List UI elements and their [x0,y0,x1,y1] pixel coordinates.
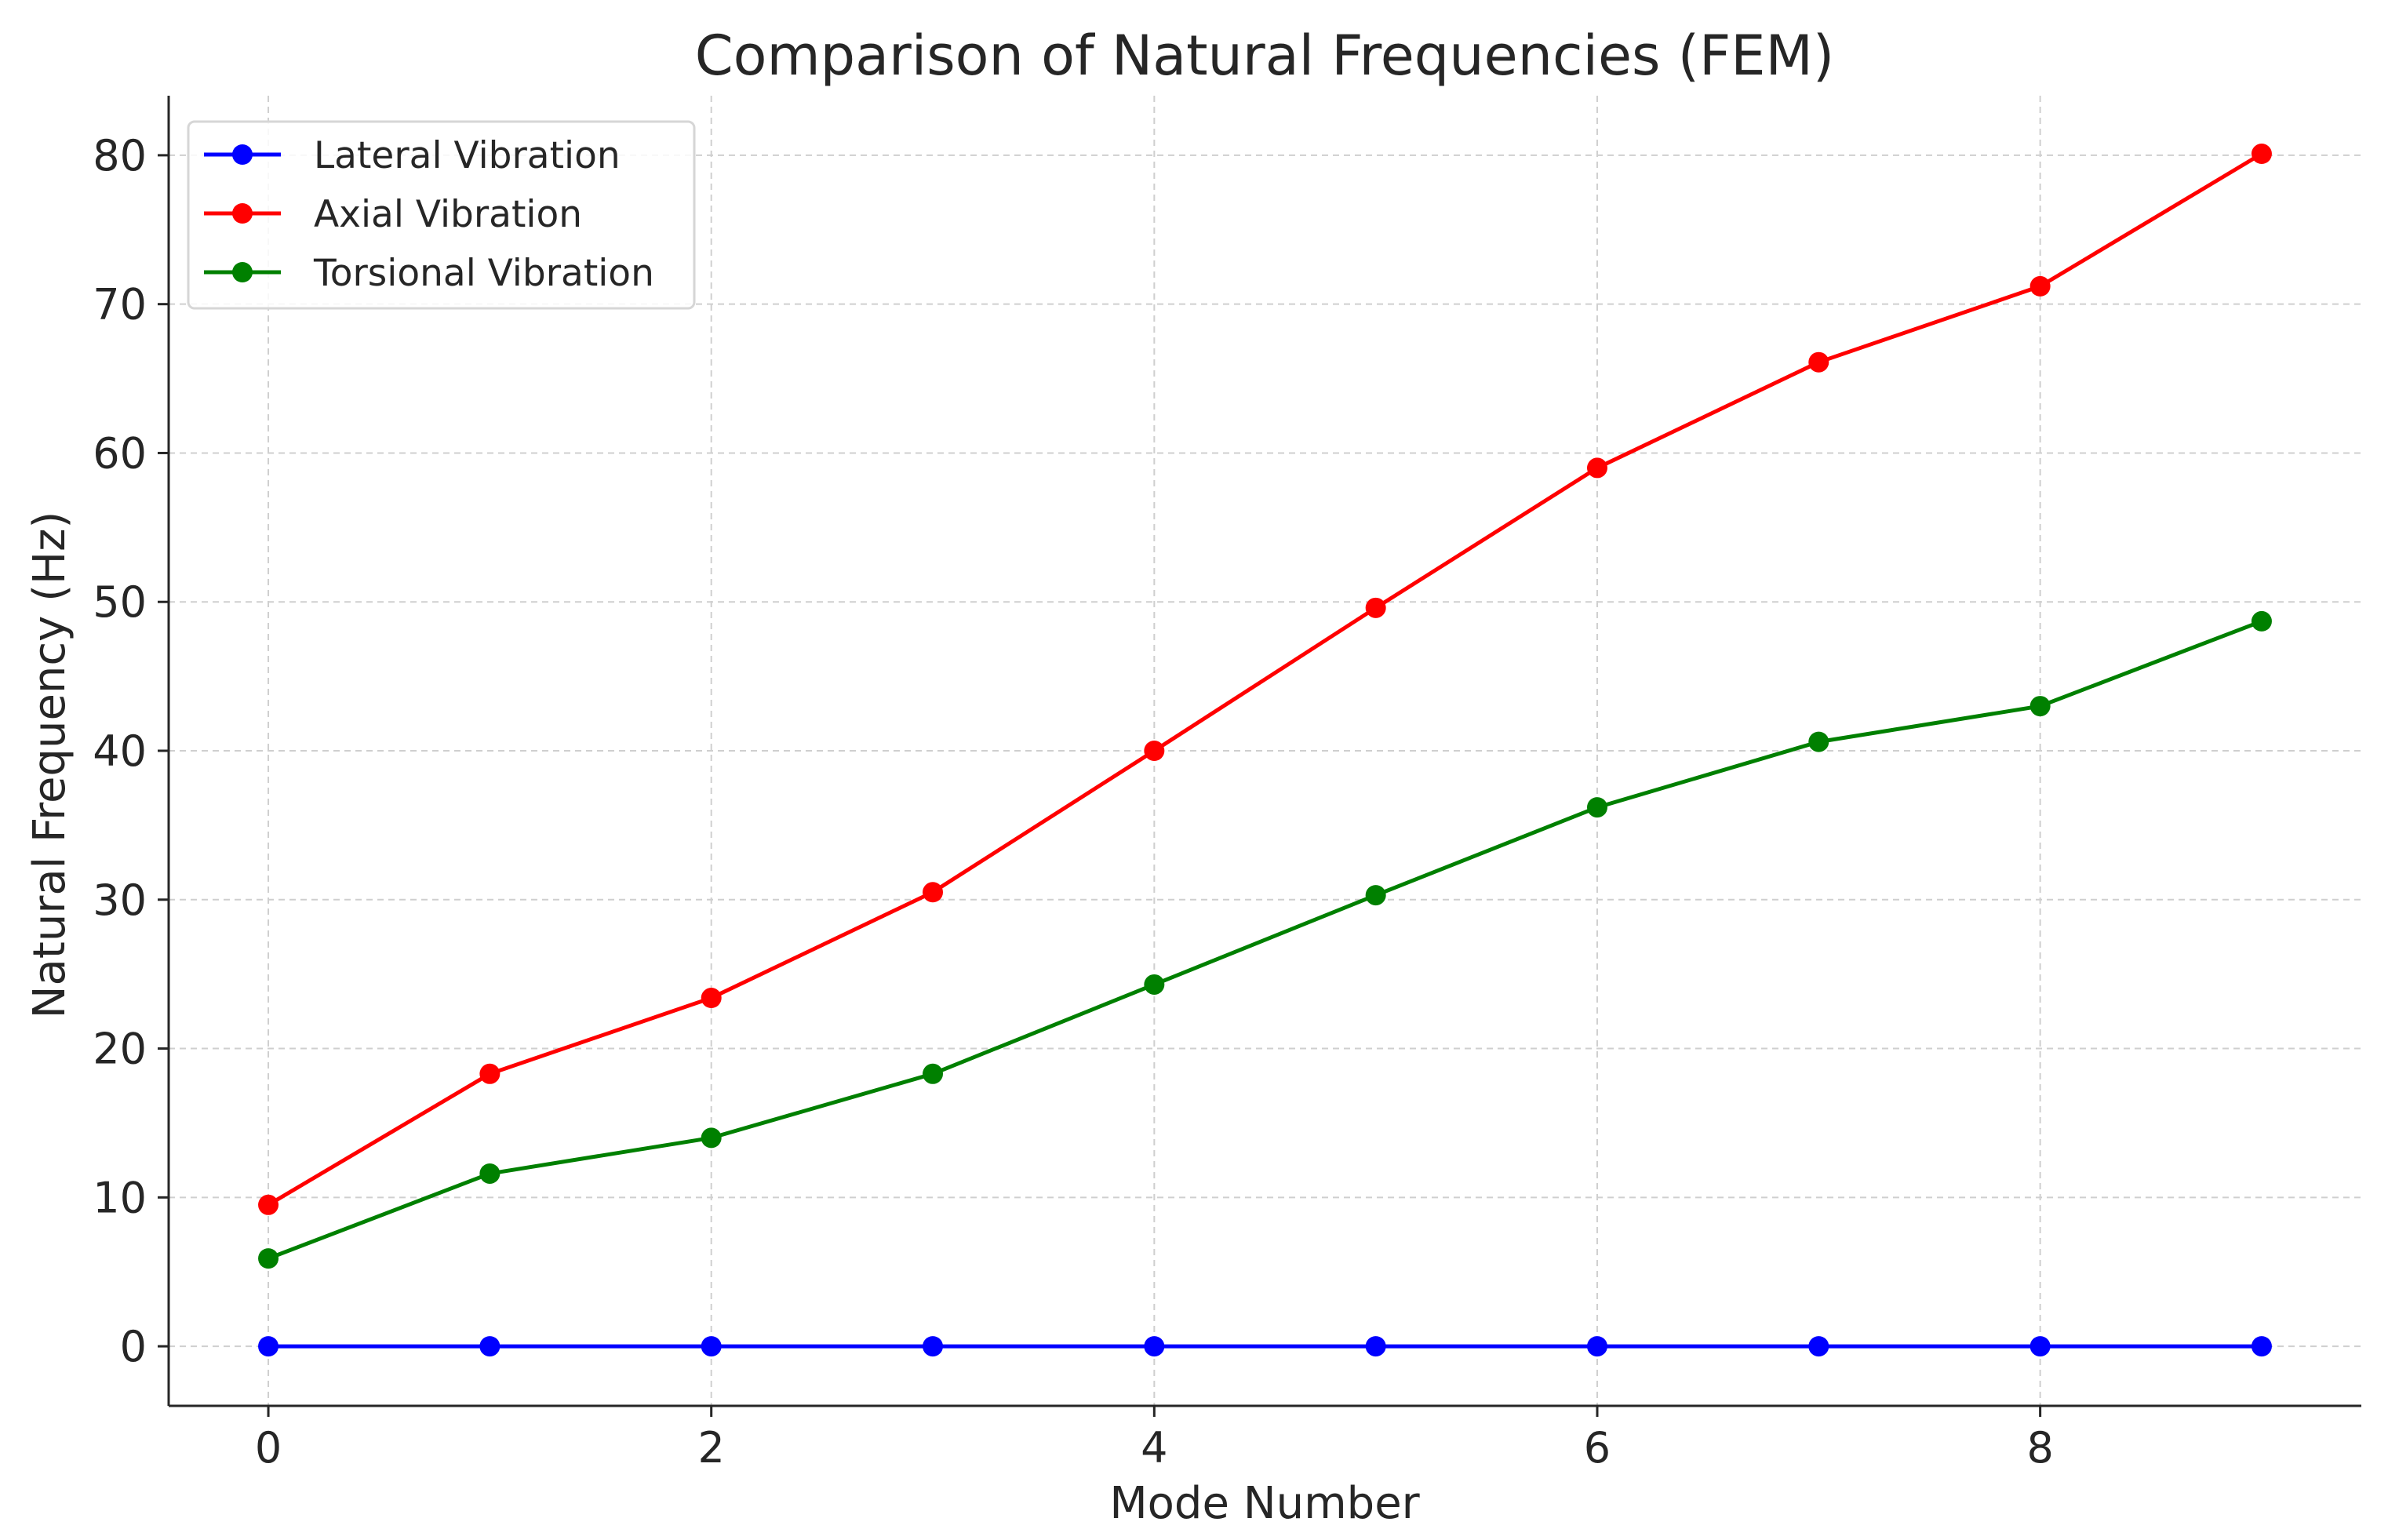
data-point [923,1063,944,1084]
data-point [701,988,722,1009]
x-tick-label: 6 [1584,1423,1611,1473]
legend-label: Lateral Vibration [314,134,621,177]
data-point [1365,885,1386,906]
series-group [258,144,2272,1357]
x-tick-label: 0 [255,1423,282,1473]
y-axis-label: Natural Frequency (Hz) [24,512,75,1019]
y-tick-label: 50 [93,577,147,627]
series-lateral-vibration [258,1336,2272,1357]
series-axial-vibration [258,144,2272,1215]
y-tick-label: 60 [93,428,147,478]
series-line [267,151,2263,1207]
data-point [1144,1336,1165,1357]
data-point [1144,974,1165,995]
x-tick-label: 8 [2026,1423,2053,1473]
series-torsional-vibration [258,610,2272,1269]
y-tick-label: 70 [93,280,147,329]
data-point [479,1163,501,1184]
data-point [1144,741,1165,761]
data-point [923,882,944,903]
legend-box [187,120,696,310]
data-point [2251,1336,2272,1357]
data-point [701,1336,722,1357]
data-point [2029,696,2051,717]
series-line [268,619,2262,1261]
legend-marker-swatch [232,203,253,224]
legend-marker-swatch [232,262,253,282]
data-point [1808,351,1829,373]
data-point [701,1127,722,1149]
legend-marker-swatch [232,144,253,165]
x-tick-label: 4 [1141,1423,1167,1473]
y-tick-label: 0 [120,1322,147,1371]
y-tick-label: 30 [93,876,147,925]
data-point [479,1063,501,1084]
data-point [1365,597,1386,618]
chart-title: Comparison of Natural Frequencies (FEM) [695,24,1834,88]
data-point [1586,797,1607,818]
data-point [1808,731,1829,752]
data-point [2029,275,2051,297]
legend-label: Torsional Vibration [313,252,654,295]
y-tick-label: 80 [93,131,147,180]
legend-label: Axial Vibration [314,193,582,236]
data-point [1586,457,1607,479]
y-tick-label: 20 [93,1025,147,1074]
data-point [1365,1336,1386,1357]
data-point [923,1336,944,1357]
data-point [258,1248,279,1269]
data-point [479,1336,501,1357]
data-point [258,1194,279,1215]
x-tick-label: 2 [698,1423,725,1473]
data-point [2029,1336,2051,1357]
data-point [2251,144,2272,165]
legend: Lateral Vibration Axial Vibration Torsiona… [187,120,696,310]
data-point [1586,1336,1607,1357]
y-tick-label: 10 [93,1173,147,1222]
y-tick-label: 40 [93,726,147,776]
data-point [2251,610,2272,632]
data-point [1808,1336,1829,1357]
data-point [258,1336,279,1357]
x-axis-label: Mode Number [1109,1478,1420,1529]
